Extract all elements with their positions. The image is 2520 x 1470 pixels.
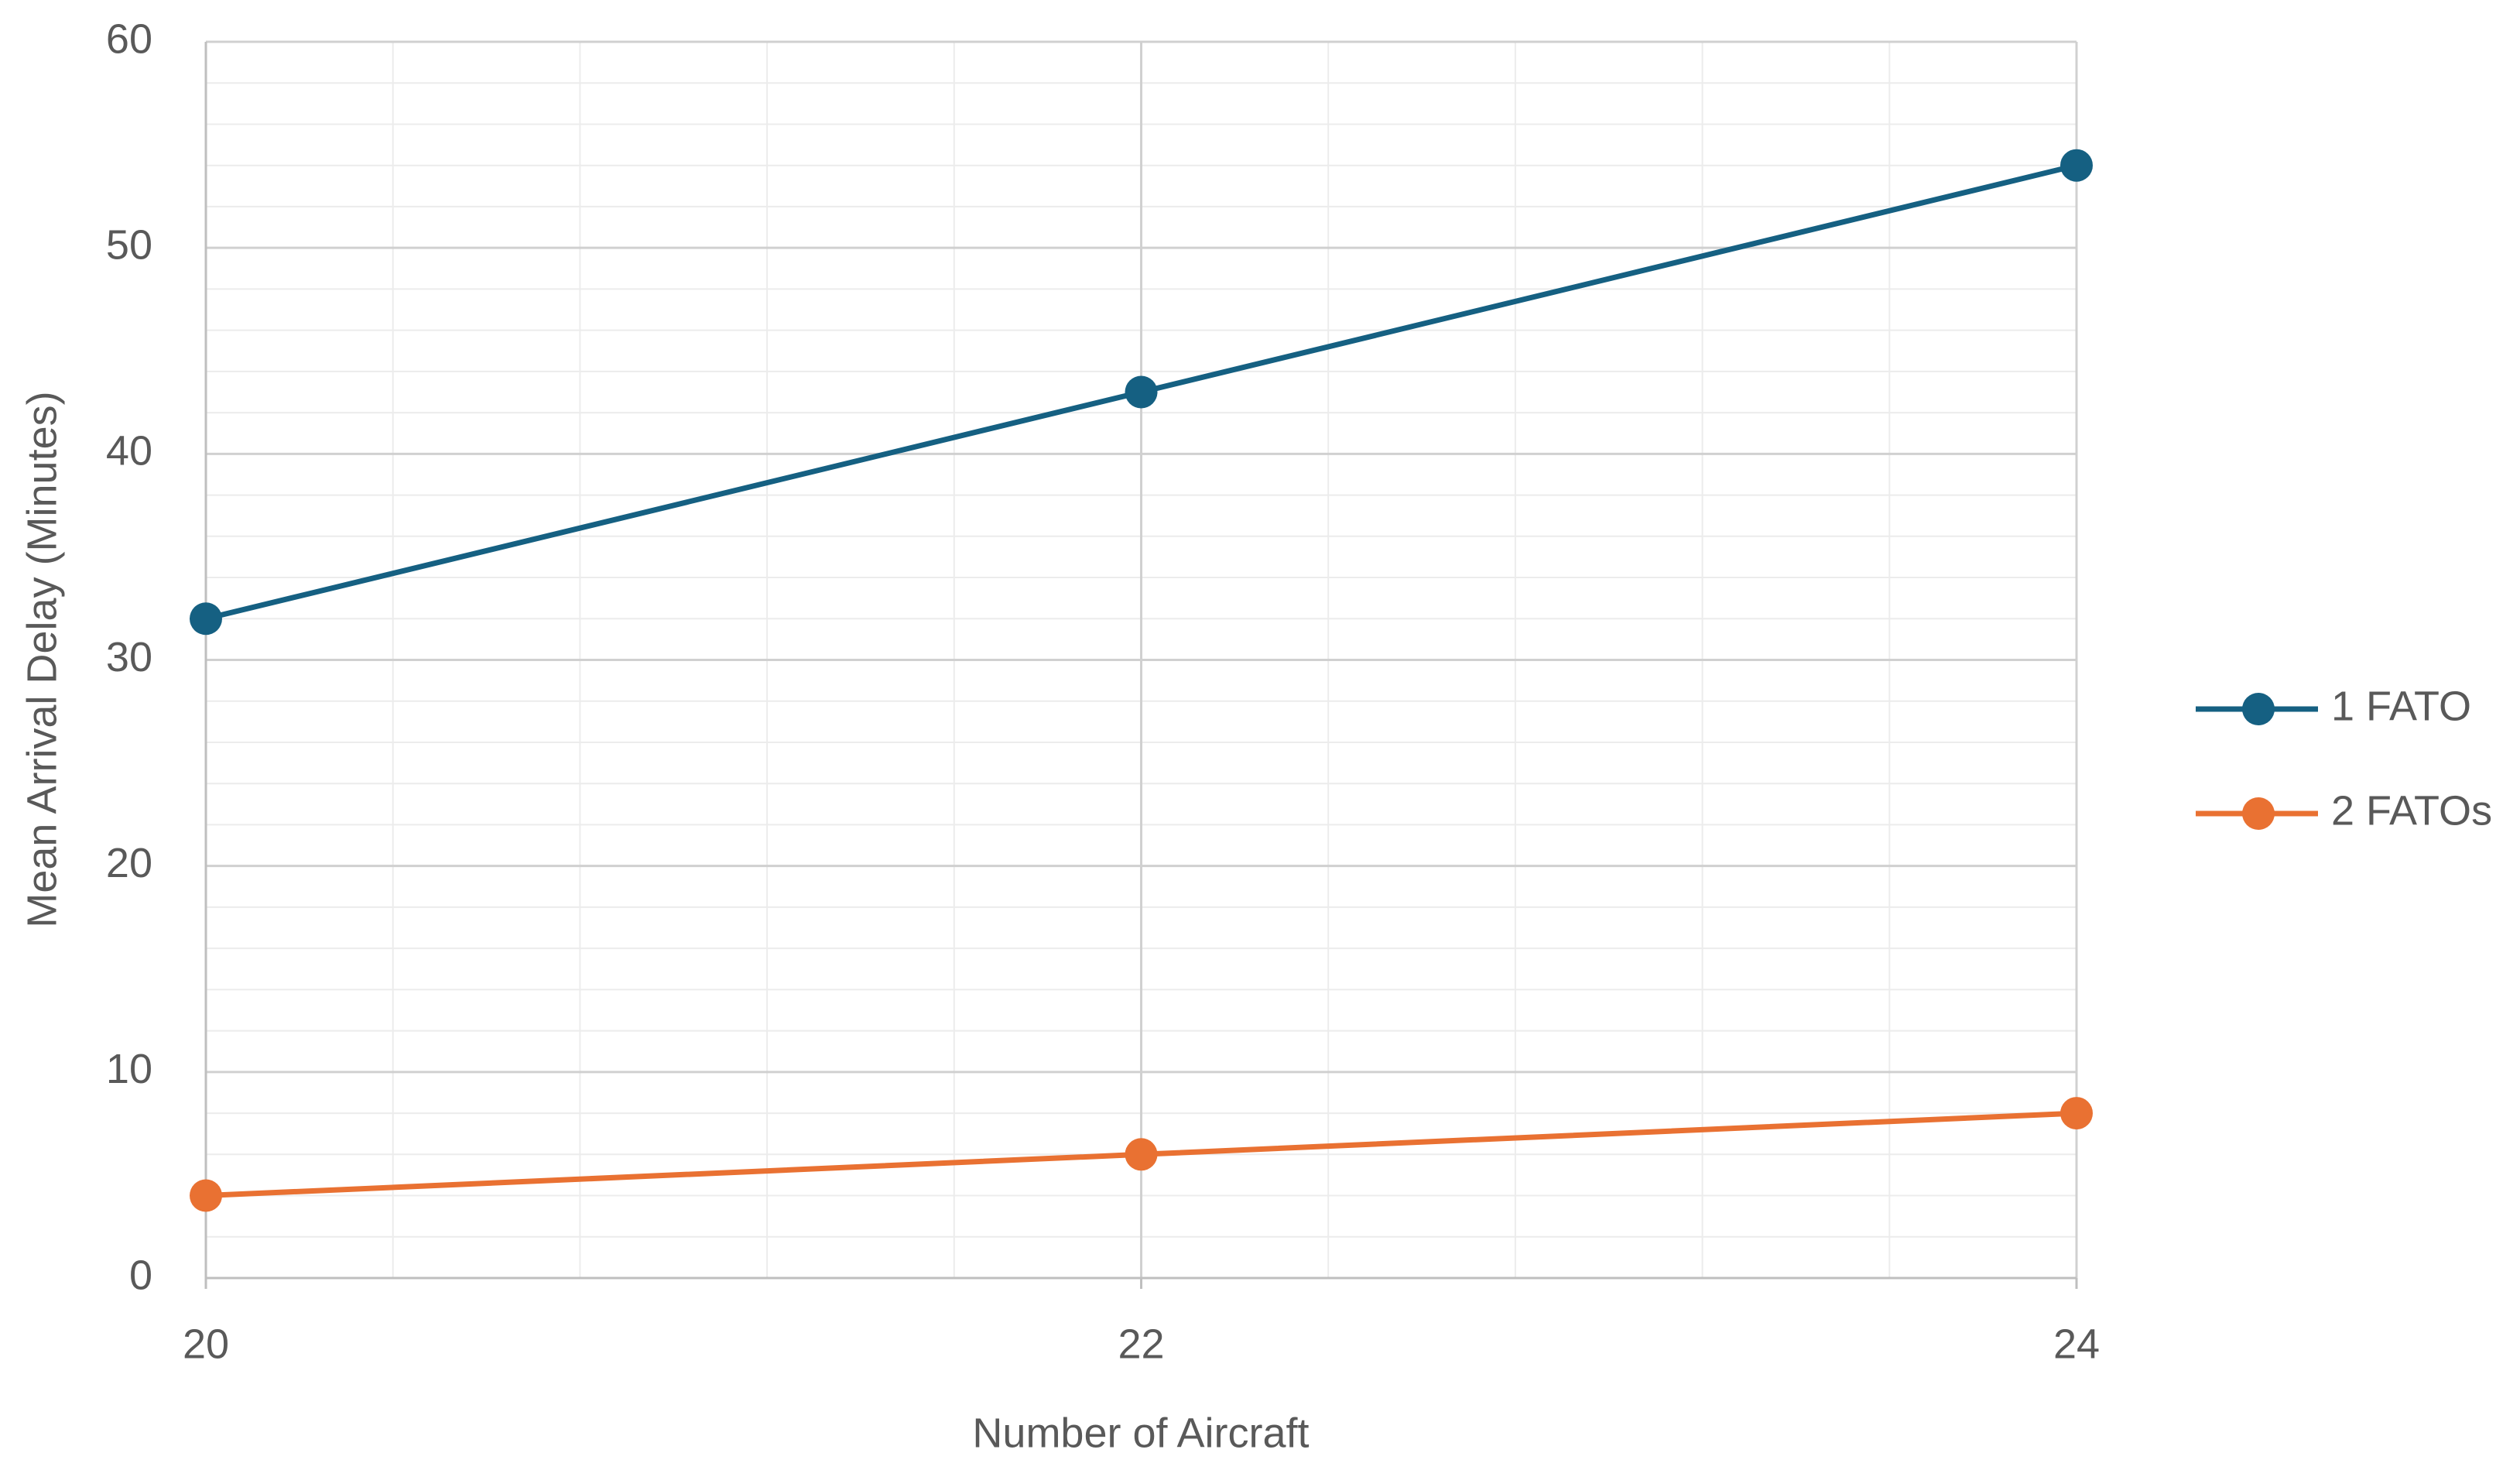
x-tick-label: 20	[183, 1321, 229, 1367]
data-point	[190, 602, 222, 636]
x-axis-title: Number of Aircraft	[972, 1410, 1309, 1456]
y-tick-label: 0	[129, 1252, 152, 1298]
y-tick-label: 10	[106, 1046, 152, 1092]
legend-label: 2 FATOs	[2331, 787, 2492, 834]
x-tick-label: 24	[2053, 1321, 2100, 1367]
data-point	[2060, 149, 2093, 182]
data-point	[1125, 375, 1158, 409]
y-tick-label: 50	[106, 221, 152, 268]
data-point	[1125, 1138, 1158, 1171]
legend-marker	[2242, 797, 2275, 830]
y-tick-label: 60	[106, 15, 152, 62]
x-tick-label: 22	[1118, 1321, 1164, 1367]
legend-marker	[2242, 693, 2275, 725]
y-tick-label: 40	[106, 428, 152, 475]
y-axis-title: Mean Arrival Delay (Minutes)	[19, 391, 65, 927]
data-point	[190, 1179, 222, 1212]
data-point	[2060, 1097, 2093, 1130]
y-tick-label: 20	[106, 840, 152, 886]
y-tick-label: 30	[106, 634, 152, 680]
legend-label: 1 FATO	[2331, 683, 2471, 729]
